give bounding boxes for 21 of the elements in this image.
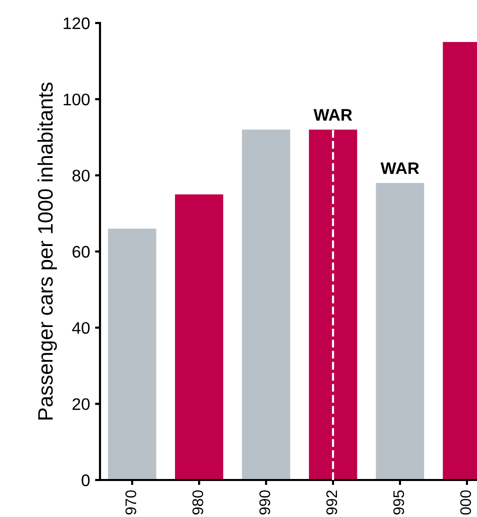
bar (175, 194, 224, 480)
y-axis-title: Passenger cars per 1000 inhabitants (37, 82, 57, 420)
bar (376, 182, 424, 480)
y-tick-label: 120 (64, 17, 90, 30)
bar (308, 130, 358, 480)
x-tick-label: 970 (125, 490, 136, 514)
annotation: WAR (314, 109, 352, 121)
y-tick-label: 40 (72, 322, 90, 334)
y-tick-label: 60 (72, 246, 90, 258)
y-tick-label: 100 (64, 94, 90, 106)
x-tick-label: 000 (460, 490, 472, 515)
y-tick-label: 0 (82, 474, 90, 486)
x-tick-label: 990 (259, 490, 270, 514)
bar (108, 228, 156, 480)
y-tick-label: 80 (72, 170, 90, 182)
x-tick-label: 995 (393, 490, 404, 514)
x-tick-label: 992 (326, 490, 338, 514)
bar (242, 130, 290, 480)
y-tick-label: 20 (72, 398, 90, 410)
x-tick-label: 980 (192, 490, 204, 514)
annotation: WAR (380, 162, 420, 174)
